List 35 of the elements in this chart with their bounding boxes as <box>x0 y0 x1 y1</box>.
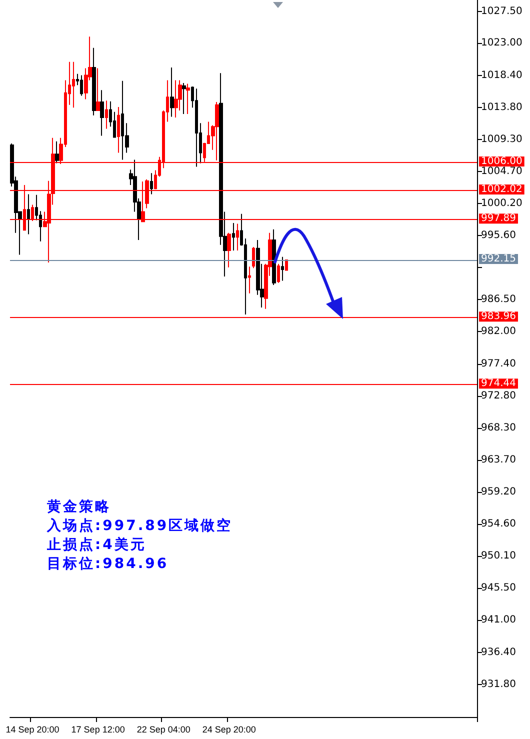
y-tick-label: 1023.00 <box>481 37 522 48</box>
y-tick-label: 950.10 <box>481 550 516 562</box>
ref-line-label: 983.96 <box>481 311 516 322</box>
ref-line-label: 992.15 <box>481 253 516 264</box>
annotation: 目标位:984.96 <box>47 555 170 574</box>
y-tick-label: 941.00 <box>481 614 516 626</box>
ref-line-label: 974.44 <box>481 378 516 390</box>
y-tick-label: 968.30 <box>481 422 516 434</box>
y-tick-label: 931.80 <box>481 679 516 690</box>
y-tick-label: 972.80 <box>481 390 516 402</box>
ref-line-label: 997.89 <box>481 213 516 224</box>
x-tick-label: 22 Sep 04:00 <box>136 724 190 734</box>
y-tick-label: 945.50 <box>481 582 516 594</box>
y-tick-label: 936.40 <box>481 646 516 658</box>
y-tick-label: 977.40 <box>481 358 516 370</box>
y-tick-label: 1000.20 <box>481 198 522 209</box>
y-tick-label: 986.50 <box>481 294 516 306</box>
ref-line-label: 1002.02 <box>481 184 522 196</box>
y-tick-label: 954.60 <box>481 518 516 530</box>
y-tick-label: 1018.40 <box>481 70 522 81</box>
y-tick-label: 982.00 <box>481 326 516 337</box>
y-tick-label: 1009.30 <box>481 134 522 145</box>
annotation: 止损点:4美元 <box>47 536 148 555</box>
y-tick-label: 1027.50 <box>481 6 522 17</box>
y-tick-label: 959.20 <box>481 486 516 498</box>
annotation: 黄金策略 <box>47 498 112 517</box>
annotation: 入场点:997.89区域做空 <box>47 517 233 536</box>
x-tick-label: 14 Sep 20:00 <box>6 724 60 734</box>
y-tick-label: 1013.80 <box>481 102 522 114</box>
x-tick-label: 24 Sep 20:00 <box>202 724 256 734</box>
ref-line-label: 1006.00 <box>481 156 522 168</box>
y-tick-label: 995.60 <box>481 230 516 242</box>
y-tick-label: 963.70 <box>481 454 516 466</box>
y-tick-label: 1004.70 <box>481 166 522 178</box>
x-tick-label: 17 Sep 12:00 <box>71 724 125 734</box>
